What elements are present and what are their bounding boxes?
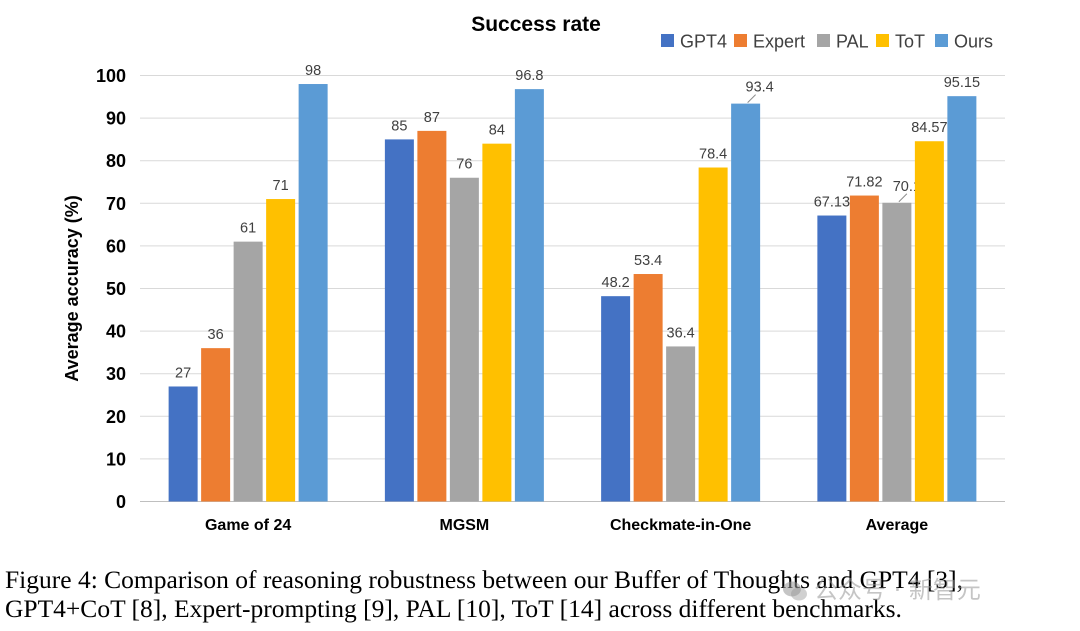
data-label-ours-2: 93.4 xyxy=(746,80,774,96)
y-tick-label-100: 100 xyxy=(96,66,126,86)
bar-pal-3 xyxy=(882,202,912,502)
data-label-tot-1: 84 xyxy=(489,123,505,139)
watermark-text: 公众号 · 新智元 xyxy=(814,576,981,604)
bar-expert-3 xyxy=(849,195,879,502)
legend-swatch-gpt4 xyxy=(661,34,674,47)
legend-label-expert: Expert xyxy=(753,32,805,52)
chart-title: Success rate xyxy=(471,13,601,36)
bar-expert-0 xyxy=(201,348,231,502)
bar-ours-3 xyxy=(947,96,977,502)
data-label-gpt4-3: 67.13 xyxy=(814,195,850,211)
legend-label-ours: Ours xyxy=(954,32,993,52)
x-tick-label-3: Average xyxy=(866,517,929,534)
data-label-gpt4-1: 85 xyxy=(391,118,407,134)
y-tick-label-30: 30 xyxy=(106,364,126,384)
y-axis-label: Average accuracy (%) xyxy=(62,195,82,381)
bar-chart: 0 10 20 30 40 50 60 70 80 90 100 Average accuracy (… xyxy=(62,13,1005,534)
data-label-tot-3: 84.57 xyxy=(911,120,947,136)
bar-gpt4-2 xyxy=(601,296,631,502)
data-label-gpt4-2: 48.2 xyxy=(602,275,630,291)
bar-tot-0 xyxy=(266,199,296,502)
bar-pal-0 xyxy=(233,241,263,502)
wechat-icon xyxy=(783,581,807,601)
x-tick-label-2: Checkmate-in-One xyxy=(610,517,751,534)
data-label-expert-2: 53.4 xyxy=(634,253,662,269)
legend-label-tot: ToT xyxy=(895,32,925,52)
bar-gpt4-3 xyxy=(817,215,847,502)
data-label-tot-0: 71 xyxy=(273,178,289,194)
bar-tot-2 xyxy=(698,167,728,502)
bar-gpt4-1 xyxy=(384,139,414,502)
y-tick-label-20: 20 xyxy=(106,407,126,427)
y-tick-label-90: 90 xyxy=(106,109,126,129)
bar-gpt4-0 xyxy=(168,386,198,502)
y-tick-label-10: 10 xyxy=(106,449,126,469)
data-label-tot-2: 78.4 xyxy=(699,147,727,163)
bar-tot-1 xyxy=(482,143,512,502)
y-tick-label-40: 40 xyxy=(106,322,126,342)
data-label-expert-1: 87 xyxy=(424,110,440,126)
leader-line-pal-3 xyxy=(898,193,908,203)
bar-expert-2 xyxy=(633,274,663,502)
bar-ours-2 xyxy=(731,103,761,502)
legend-swatch-tot xyxy=(876,34,889,47)
bar-pal-2 xyxy=(666,346,696,502)
data-label-ours-3: 95.15 xyxy=(944,75,980,91)
leader-line-ours-2 xyxy=(747,94,756,103)
legend-swatch-expert xyxy=(734,34,747,47)
data-label-pal-0: 61 xyxy=(240,221,256,237)
y-tick-label-0: 0 xyxy=(116,492,126,512)
legend-label-pal: PAL xyxy=(836,32,869,52)
legend-swatch-pal xyxy=(817,34,830,47)
legend-swatch-ours xyxy=(935,34,948,47)
data-label-expert-0: 36 xyxy=(208,327,224,343)
data-label-expert-3: 71.82 xyxy=(846,175,882,191)
data-label-ours-1: 96.8 xyxy=(515,68,543,84)
bar-ours-1 xyxy=(514,89,544,502)
bar-tot-3 xyxy=(914,141,944,502)
bar-pal-1 xyxy=(449,177,479,502)
watermark: 公众号 · 新智元 xyxy=(782,571,1052,609)
data-label-pal-1: 76 xyxy=(456,157,472,173)
legend-label-gpt4: GPT4 xyxy=(680,32,727,52)
bar-expert-1 xyxy=(417,130,447,502)
x-tick-label-0: Game of 24 xyxy=(205,517,291,534)
bar-ours-0 xyxy=(298,84,328,502)
figure-caption: Figure 4: Comparison of reasoning robust… xyxy=(5,565,963,623)
x-tick-label-1: MGSM xyxy=(439,517,489,534)
data-label-ours-0: 98 xyxy=(305,63,321,79)
y-tick-label-70: 70 xyxy=(106,194,126,214)
data-label-pal-2: 36.4 xyxy=(667,325,695,341)
y-tick-label-50: 50 xyxy=(106,279,126,299)
y-tick-label-80: 80 xyxy=(106,151,126,171)
data-label-gpt4-0: 27 xyxy=(175,365,191,381)
y-tick-label-60: 60 xyxy=(106,236,126,256)
